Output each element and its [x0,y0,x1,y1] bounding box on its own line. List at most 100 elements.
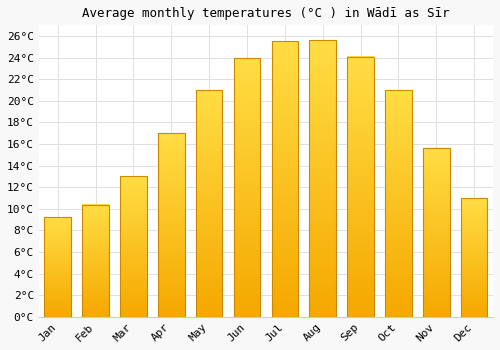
Bar [310,62,336,65]
Bar [120,300,146,301]
Bar [310,98,336,101]
Bar [348,83,374,85]
Bar [158,172,184,174]
Bar [44,309,71,310]
Bar [120,183,146,185]
Bar [234,81,260,84]
Bar [82,267,109,268]
Bar [158,232,184,234]
Bar [272,132,298,135]
Bar [44,314,71,315]
Bar [461,284,487,285]
Bar [120,209,146,210]
Bar [82,241,109,243]
Bar [310,250,336,253]
Bar [120,211,146,213]
Bar [310,184,336,187]
Bar [234,314,260,317]
Bar [120,185,146,186]
Bar [44,224,71,225]
Bar [461,311,487,312]
Bar [272,69,298,72]
Bar [120,228,146,230]
Bar [234,267,260,270]
Bar [461,307,487,308]
Bar [385,119,411,122]
Bar [44,298,71,299]
Bar [461,292,487,293]
Bar [385,274,411,276]
Bar [44,277,71,278]
Bar [272,85,298,88]
Bar [234,213,260,216]
Bar [234,73,260,76]
Bar [310,187,336,190]
Bar [423,256,450,258]
Bar [196,142,222,145]
Bar [423,246,450,248]
Bar [310,46,336,49]
Bar [196,196,222,199]
Bar [120,287,146,289]
Bar [82,294,109,295]
Bar [158,234,184,236]
Bar [348,265,374,267]
Bar [196,153,222,156]
Bar [461,247,487,248]
Bar [272,212,298,215]
Bar [423,271,450,273]
Bar [423,158,450,160]
Bar [272,267,298,270]
Bar [310,209,336,212]
Bar [120,204,146,206]
Bar [44,257,71,258]
Bar [44,233,71,235]
Bar [82,273,109,274]
Bar [82,307,109,308]
Bar [44,300,71,301]
Bar [310,295,336,298]
Bar [120,313,146,314]
Bar [44,258,71,259]
Bar [385,280,411,283]
Bar [196,222,222,224]
Bar [196,271,222,274]
Bar [158,168,184,170]
Bar [82,253,109,254]
Bar [196,133,222,135]
Bar [423,178,450,180]
Bar [158,146,184,148]
Bar [461,211,487,212]
Bar [348,236,374,239]
Bar [310,164,336,168]
Bar [272,251,298,253]
Bar [385,196,411,199]
Bar [82,230,109,231]
Bar [348,137,374,140]
Bar [158,196,184,197]
Bar [461,289,487,291]
Bar [120,279,146,280]
Bar [310,148,336,151]
Bar [82,252,109,253]
Bar [120,176,146,178]
Bar [461,229,487,230]
Bar [234,293,260,296]
Bar [120,263,146,265]
Bar [461,228,487,229]
Bar [423,310,450,312]
Bar [44,228,71,229]
Bar [82,290,109,291]
Bar [196,260,222,262]
Bar [385,165,411,167]
Bar [158,150,184,152]
Title: Average monthly temperatures (°C ) in Wādī as Sīr: Average monthly temperatures (°C ) in Wā… [82,7,450,20]
Bar [348,103,374,106]
Bar [158,183,184,185]
Bar [120,192,146,193]
Bar [82,226,109,227]
Bar [196,251,222,253]
Bar [385,147,411,149]
Bar [196,192,222,194]
Bar [44,245,71,246]
